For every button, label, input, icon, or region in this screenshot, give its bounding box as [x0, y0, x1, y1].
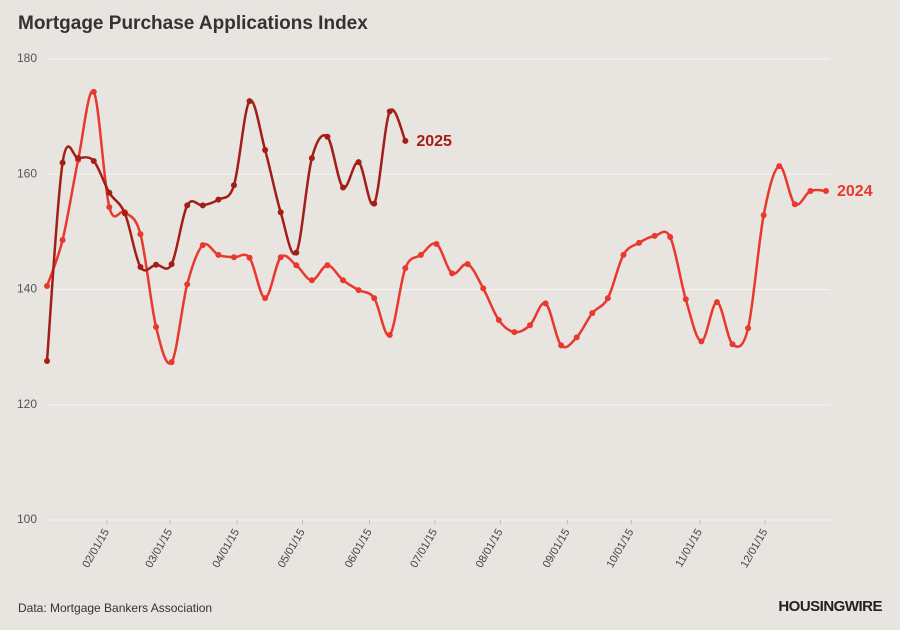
- point: [308, 277, 315, 284]
- point: [106, 204, 113, 211]
- point: [262, 147, 269, 154]
- point: [776, 163, 783, 170]
- series-label: 2025: [416, 133, 452, 150]
- point: [59, 159, 66, 166]
- point: [246, 254, 253, 261]
- point: [44, 357, 50, 364]
- point: [137, 264, 144, 271]
- point: [604, 295, 611, 302]
- point: [402, 137, 409, 144]
- point: [386, 108, 393, 115]
- point: [729, 341, 736, 348]
- point: [760, 212, 767, 219]
- point: [589, 310, 596, 317]
- point: [277, 254, 284, 261]
- point: [324, 133, 331, 140]
- point: [449, 270, 456, 277]
- point: [542, 300, 549, 307]
- point: [526, 322, 533, 329]
- point: [464, 261, 471, 268]
- point: [44, 283, 50, 290]
- point: [558, 342, 565, 349]
- point: [215, 196, 222, 203]
- source: Data: Mortgage Bankers Association: [18, 601, 212, 615]
- point: [75, 155, 82, 162]
- y-tick-label: 100: [17, 512, 37, 526]
- point: [433, 240, 440, 247]
- point: [791, 201, 798, 208]
- point: [230, 182, 237, 189]
- y-tick-label: 180: [17, 51, 37, 65]
- point: [90, 157, 97, 164]
- point: [402, 265, 409, 272]
- point: [168, 359, 175, 366]
- point: [308, 155, 315, 162]
- series-line: [45, 89, 827, 365]
- point: [59, 236, 66, 243]
- point: [636, 239, 643, 246]
- point: [495, 317, 502, 324]
- point: [745, 325, 752, 332]
- point: [168, 261, 175, 268]
- point: [620, 251, 627, 258]
- point: [184, 202, 191, 209]
- point: [262, 295, 269, 302]
- point: [293, 249, 300, 256]
- point: [682, 296, 689, 303]
- point: [153, 323, 160, 330]
- point: [371, 200, 378, 207]
- point: [667, 234, 674, 241]
- point: [293, 262, 300, 269]
- chart-title: Mortgage Purchase Applications Index: [18, 13, 368, 34]
- point: [137, 231, 144, 238]
- point: [277, 209, 284, 216]
- point: [106, 189, 113, 196]
- point: [153, 261, 160, 268]
- point: [417, 251, 424, 258]
- point: [184, 281, 191, 288]
- point: [199, 202, 206, 209]
- point: [355, 287, 362, 294]
- point: [371, 295, 378, 302]
- point: [713, 299, 720, 306]
- point: [651, 232, 658, 239]
- point: [511, 329, 518, 336]
- point: [573, 334, 580, 341]
- point: [823, 187, 829, 194]
- point: [340, 184, 347, 191]
- y-tick-label: 140: [17, 282, 37, 296]
- point: [340, 277, 347, 284]
- logo: HOUSINGWIRE: [778, 598, 882, 615]
- y-tick-label: 160: [17, 166, 37, 180]
- point: [199, 242, 206, 249]
- y-tick-label: 120: [17, 397, 37, 411]
- point: [480, 285, 487, 292]
- point: [215, 251, 222, 258]
- point: [230, 254, 237, 261]
- point: [121, 210, 128, 217]
- point: [386, 332, 393, 339]
- point: [698, 338, 705, 345]
- point: [355, 159, 362, 166]
- point: [246, 98, 253, 105]
- point: [90, 88, 97, 95]
- point: [324, 262, 331, 269]
- series-label: 2024: [837, 183, 873, 200]
- point: [807, 187, 814, 194]
